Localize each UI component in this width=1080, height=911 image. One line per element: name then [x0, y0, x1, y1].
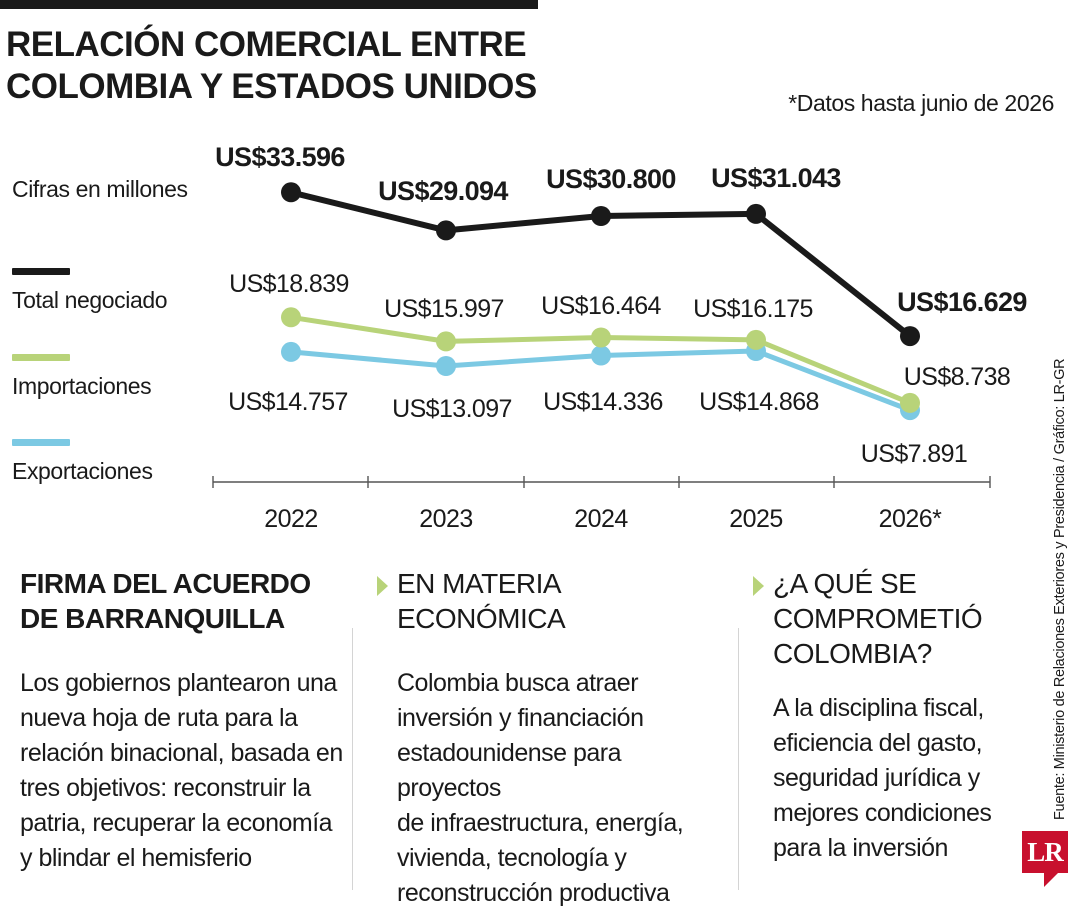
- data-label-imports: US$18.839: [229, 270, 349, 298]
- x-tick-label: 2022: [264, 505, 318, 533]
- column-3-body-line: A la disciplina fiscal,: [773, 694, 984, 722]
- column-1-body-line: y blindar el hemisferio: [20, 844, 252, 872]
- data-label-exports: US$7.891: [861, 440, 967, 468]
- data-label-total: US$30.800: [546, 164, 676, 194]
- column-3-heading-line-3: COLOMBIA?: [773, 638, 932, 669]
- legend-swatch-total: [12, 268, 70, 275]
- column-1-heading-line-2: DE BARRANQUILLA: [20, 603, 285, 634]
- column-1-body: Los gobiernos plantearon una nueva hoja …: [20, 666, 350, 876]
- title-line-2: COLOMBIA Y ESTADOS UNIDOS: [6, 67, 537, 106]
- data-label-total: US$31.043: [711, 163, 841, 193]
- x-tick-label: 2026*: [879, 505, 943, 533]
- source-credit: Fuente: Ministerio de Relaciones Exterio…: [1052, 358, 1068, 820]
- column-1-heading-line-1: FIRMA DEL ACUERDO: [20, 568, 311, 599]
- column-3-body: A la disciplina fiscal, eficiencia del g…: [773, 691, 1013, 866]
- column-3-body-line: eficiencia del gasto,: [773, 729, 983, 757]
- data-point-imports: [746, 329, 766, 350]
- column-1-body-line: relación binacional, basada en: [20, 739, 343, 767]
- column-3-body-line: para la inversión: [773, 834, 948, 862]
- column-1-body-line: tres objetivos: reconstruir la: [20, 774, 311, 802]
- column-1-body-line: nueva hoja de ruta para la: [20, 704, 298, 732]
- data-label-imports: US$16.175: [693, 295, 813, 323]
- legend-swatch-exports: [12, 439, 70, 446]
- data-point-imports: [900, 392, 920, 413]
- top-rule: [0, 0, 538, 9]
- data-point-imports: [591, 327, 611, 348]
- column-2-body-line: inversión y financiación: [397, 704, 644, 732]
- page-title: RELACIÓN COMERCIAL ENTRE COLOMBIA Y ESTA…: [6, 24, 537, 108]
- data-point-total: [746, 203, 766, 224]
- data-point-total: [436, 220, 456, 241]
- data-label-exports: US$14.868: [699, 388, 819, 416]
- column-2-body: Colombia busca atraer inversión y financ…: [397, 666, 727, 911]
- column-3-body-line: seguridad jurídica y: [773, 764, 980, 792]
- data-point-exports: [281, 341, 301, 362]
- data-label-total: US$29.094: [378, 176, 508, 206]
- lr-logo: LR: [1022, 831, 1068, 873]
- data-label-exports: US$14.757: [228, 388, 348, 416]
- column-2-body-line: reconstrucción productiva: [397, 879, 670, 907]
- legend-label-total: Total negociado: [12, 287, 168, 313]
- data-label-total: US$33.596: [215, 142, 345, 172]
- column-1-body-line: patria, recuperar la economía: [20, 809, 333, 837]
- arrow-icon: [753, 576, 764, 596]
- data-note: *Datos hasta junio de 2026: [788, 90, 1054, 116]
- data-point-exports: [591, 345, 611, 366]
- legend-label-exports: Exportaciones: [12, 458, 153, 484]
- unit-label: Cifras en millones: [12, 176, 188, 202]
- data-point-imports: [436, 331, 456, 352]
- column-2-body-line: Colombia busca atraer: [397, 669, 639, 697]
- column-2-heading-line-1: EN MATERIA: [397, 568, 562, 599]
- data-label-exports: US$14.336: [543, 388, 663, 416]
- data-label-total: US$16.629: [897, 287, 1027, 317]
- column-2-body-line: vivienda, tecnología y: [397, 844, 627, 872]
- column-1-heading: FIRMA DEL ACUERDO DE BARRANQUILLA: [20, 566, 350, 636]
- data-point-imports: [281, 307, 301, 328]
- column-2-heading-line-2: ECONÓMICA: [397, 603, 566, 634]
- legend-label-imports: Importaciones: [12, 373, 152, 399]
- data-label-imports: US$15.997: [384, 295, 504, 323]
- legend-swatch-imports: [12, 354, 70, 361]
- column-2-heading: EN MATERIA ECONÓMICA: [377, 566, 727, 636]
- column-economic-matters: EN MATERIA ECONÓMICA Colombia busca atra…: [377, 566, 727, 911]
- column-3-heading-line-2: COMPROMETIÓ: [773, 603, 983, 634]
- column-1-body-line: Los gobiernos plantearon una: [20, 669, 337, 697]
- lr-logo-tail: [1044, 873, 1058, 887]
- column-3-heading: ¿A QUÉ SE COMPROMETIÓ COLOMBIA?: [753, 566, 1013, 671]
- arrow-icon: [377, 576, 388, 596]
- column-3-heading-line-1: ¿A QUÉ SE: [773, 568, 917, 599]
- column-divider: [352, 628, 353, 890]
- legend-imports: Importaciones: [12, 354, 152, 400]
- data-point-total: [281, 182, 301, 203]
- column-divider: [738, 628, 739, 890]
- data-point-total: [900, 326, 920, 347]
- column-colombia-commitments: ¿A QUÉ SE COMPROMETIÓ COLOMBIA? A la dis…: [753, 566, 1013, 866]
- legend-exports: Exportaciones: [12, 439, 153, 485]
- data-label-exports: US$13.097: [392, 395, 512, 423]
- x-tick-label: 2025: [729, 505, 783, 533]
- data-label-imports: US$8.738: [904, 363, 1010, 391]
- column-barranquilla-agreement: FIRMA DEL ACUERDO DE BARRANQUILLA Los go…: [20, 566, 350, 876]
- title-line-1: RELACIÓN COMERCIAL ENTRE: [6, 25, 527, 64]
- column-2-body-line: de infraestructura, energía,: [397, 809, 684, 837]
- data-point-total: [591, 206, 611, 226]
- column-3-body-line: mejores condiciones: [773, 799, 992, 827]
- x-tick-label: 2024: [574, 505, 628, 533]
- x-tick-label: 2023: [419, 505, 473, 533]
- legend-total: Total negociado: [12, 268, 168, 314]
- column-2-body-line: estadounidense para proyectos: [397, 739, 622, 802]
- data-point-exports: [436, 356, 456, 376]
- data-label-imports: US$16.464: [541, 292, 661, 320]
